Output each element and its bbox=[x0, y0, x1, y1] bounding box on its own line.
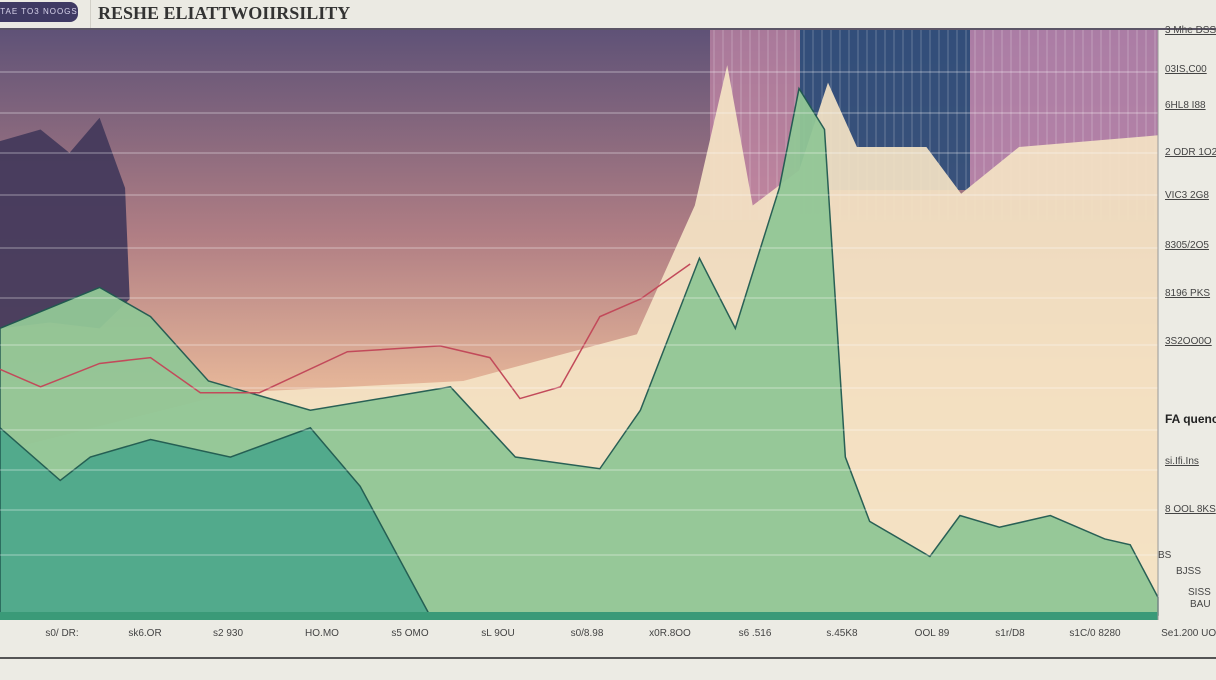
annotation-siss: SISS bbox=[1188, 587, 1211, 598]
annotation-label: FA quence bbox=[1165, 412, 1216, 426]
x-tick-label: s0/8.98 bbox=[570, 628, 604, 639]
x-tick-label: s6 .516 bbox=[738, 628, 772, 639]
y-tick-label: 8 OOL 8KS bbox=[1165, 504, 1216, 515]
y-tick-label: 3 Mhe DSS bbox=[1165, 25, 1216, 36]
x-tick-label: HO.MO bbox=[305, 628, 339, 639]
y-tick-label: VIC3 2G8 bbox=[1165, 190, 1209, 201]
x-tick-label: Se1.200 UOI bbox=[1161, 628, 1216, 639]
header-badge[interactable]: TAE TO3 NOOGS bbox=[0, 2, 78, 22]
series-area-purple bbox=[0, 117, 130, 329]
y-tick-label: 03IS,C00 bbox=[1165, 64, 1207, 75]
horizontal-gridlines bbox=[0, 71, 1158, 556]
chart-title: RESHE ELIATTWOIIRSILITY bbox=[98, 3, 351, 23]
series-layer bbox=[0, 65, 1159, 616]
y-tick-label: 6HL8 I88 bbox=[1165, 100, 1206, 111]
y-tick-label: 8196 PKS bbox=[1165, 288, 1211, 299]
annotation-bjss: BJSS bbox=[1176, 566, 1202, 577]
y-tick-label: si.Ifi.Ins bbox=[1165, 456, 1199, 467]
header-bar: TAE TO3 NOOGS RESHE ELIATTWOIIRSILITY bbox=[0, 0, 1216, 30]
x-tick-label: s1C/0 8280 bbox=[1069, 628, 1121, 639]
y-tick-label: 2 ODR 1O2 bbox=[1165, 147, 1216, 158]
x-tick-label: s2 930 bbox=[212, 628, 244, 639]
x-tick-label: x0R.8OO bbox=[649, 628, 691, 639]
x-axis-bar bbox=[0, 612, 1158, 620]
header-divider bbox=[90, 0, 91, 28]
x-tick-label: s.45K8 bbox=[826, 628, 858, 639]
x-tick-label: sk6.OR bbox=[128, 628, 162, 639]
y-tick-label: 3S2OO0O bbox=[1165, 336, 1212, 347]
x-tick-label: sL 9OU bbox=[481, 628, 515, 639]
x-tick-label: s5 OMO bbox=[391, 628, 429, 639]
y-tick-label: 8305/2O5 bbox=[1165, 240, 1209, 251]
x-tick-label: s1r/D8 bbox=[995, 628, 1025, 639]
x-tick-label: s0/ DR: bbox=[45, 628, 79, 639]
x-tick-label: OOL 89 bbox=[914, 628, 950, 639]
annotation-bs: BS bbox=[1158, 550, 1172, 561]
bottom-rule bbox=[0, 657, 1216, 659]
annotation-bau: BAU bbox=[1190, 599, 1211, 610]
series-line-red bbox=[0, 263, 691, 400]
